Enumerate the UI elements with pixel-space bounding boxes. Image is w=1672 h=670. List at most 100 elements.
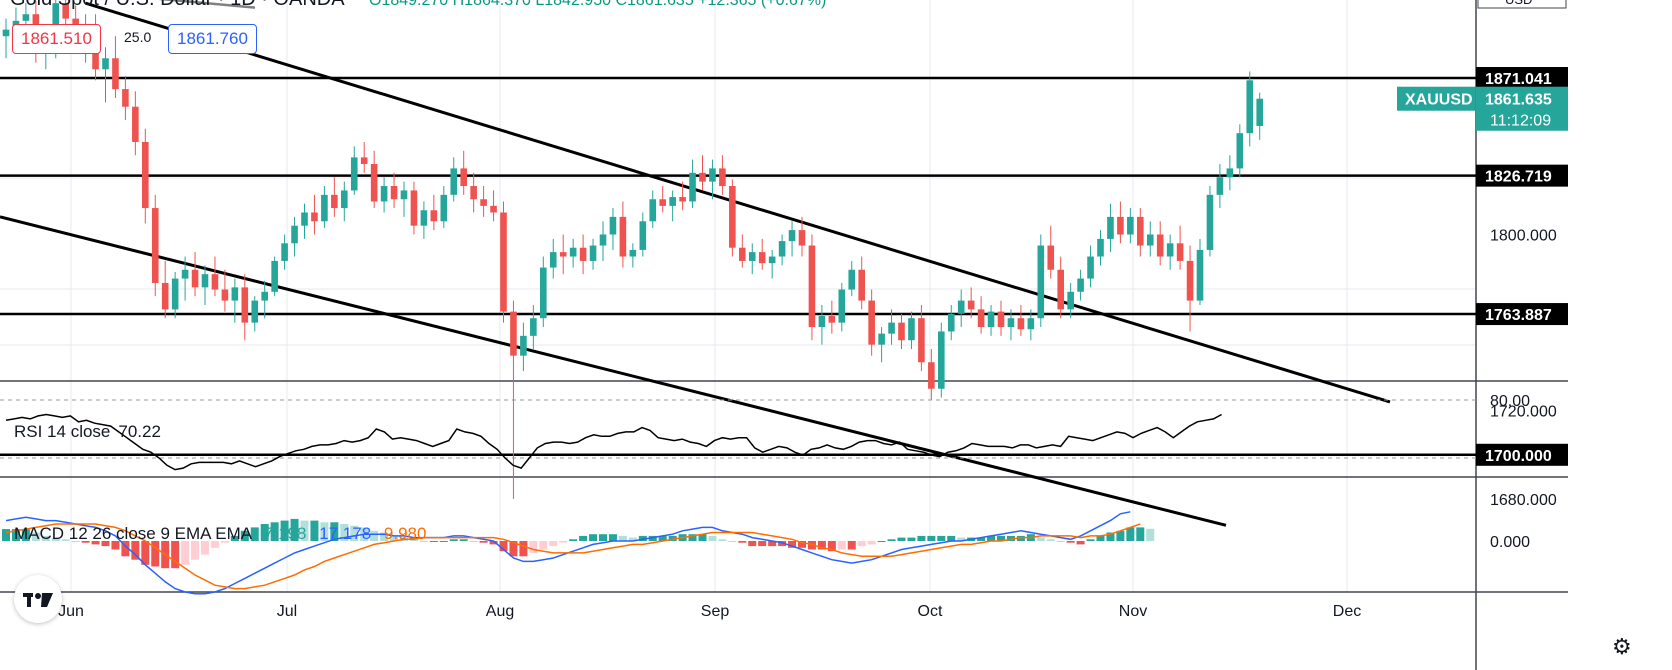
candle-body[interactable] [629,249,637,257]
candle-body[interactable] [271,260,278,292]
candle-body[interactable] [579,247,587,261]
candle-body[interactable] [1186,260,1194,301]
rsi-legend[interactable]: RSI 14 close 70.22 [14,422,161,442]
candle-body[interactable] [480,199,487,206]
candle-body[interactable] [390,186,398,200]
candle-body[interactable] [510,311,517,356]
candle-body[interactable] [490,205,497,213]
candle-body[interactable] [171,278,179,310]
candle-body[interactable] [1127,216,1134,235]
candle-body[interactable] [520,335,527,356]
symbol-title[interactable]: Gold Spot / U.S. Dollar · 1D · OANDA [10,0,343,10]
candle-body[interactable] [938,331,945,389]
candle-body[interactable] [1077,278,1084,292]
candle-body[interactable] [151,208,159,283]
candle-body[interactable] [450,168,458,195]
candle-body[interactable] [878,333,885,345]
candle-body[interactable] [331,194,338,209]
candle-body[interactable] [619,216,627,257]
sell-price-button[interactable]: 1861.510 [12,24,101,54]
candle-body[interactable] [470,186,477,200]
candle-body[interactable] [1107,216,1114,239]
candle-body[interactable] [1037,245,1045,319]
candle-body[interactable] [868,300,875,345]
candle-body[interactable] [221,289,229,301]
candle-body[interactable] [1007,318,1015,328]
candle-body[interactable] [311,212,318,222]
symbol-tag-bg[interactable] [1397,86,1475,111]
candle-body[interactable] [360,157,368,165]
macd-legend[interactable]: MACD 12 26 close 9 EMA EMA 7.198 17.178 … [14,524,426,544]
trendline-lower-channel[interactable] [0,215,1227,527]
candle-body[interactable] [1117,216,1124,235]
candle-body[interactable] [768,256,776,264]
candle-body[interactable] [1067,291,1074,310]
candle-body[interactable] [2,29,10,37]
candle-body[interactable] [440,194,448,222]
candle-body[interactable] [1196,249,1204,301]
candle-body[interactable] [370,164,378,202]
candle-body[interactable] [460,168,467,187]
rsi-line[interactable] [5,413,1222,471]
candle-body[interactable] [699,172,706,182]
trendline-upper-channel[interactable] [85,1,1391,404]
candle-body[interactable] [928,362,935,389]
candle-body[interactable] [569,247,577,257]
candle-body[interactable] [778,241,786,257]
candle-body[interactable] [1256,98,1263,126]
candle-body[interactable] [211,274,219,290]
candle-body[interactable] [52,3,60,37]
candle-body[interactable] [1027,318,1035,330]
candle-body[interactable] [957,300,965,314]
candle-body[interactable] [62,3,69,19]
candle-body[interactable] [261,291,268,301]
candle-body[interactable] [1156,234,1164,257]
candle-body[interactable] [1057,269,1064,310]
candle-body[interactable] [848,269,856,290]
candle-body[interactable] [201,274,209,288]
candle-body[interactable] [808,245,816,328]
candle-body[interactable] [410,190,418,226]
candle-body[interactable] [1216,177,1224,195]
candle-body[interactable] [1206,194,1214,250]
candle-body[interactable] [758,252,766,264]
candle-body[interactable] [639,221,647,250]
candle-body[interactable] [838,289,846,323]
candle-body[interactable] [281,243,288,261]
candle-body[interactable] [1047,245,1055,270]
candle-body[interactable] [748,252,756,261]
candle-body[interactable] [609,216,617,235]
candle-body[interactable] [828,316,836,323]
candle-body[interactable] [132,106,139,142]
candle-body[interactable] [530,318,537,336]
candle-body[interactable] [918,318,925,363]
candle-body[interactable] [102,58,109,70]
candle-body[interactable] [858,269,865,301]
candle-body[interactable] [181,269,189,279]
candle-body[interactable] [649,199,657,222]
trendline-grey-segment[interactable] [86,0,256,9]
candle-body[interactable] [500,212,507,312]
candle-body[interactable] [947,313,955,332]
candle-body[interactable] [191,269,199,288]
candle-body[interactable] [689,172,696,202]
candle-body[interactable] [142,141,149,209]
settings-gear-icon[interactable]: ⚙ [1612,634,1632,659]
macd-signal-line[interactable] [5,523,1141,590]
candle-body[interactable] [1017,318,1025,330]
candle-body[interactable] [549,252,557,268]
candle-body[interactable] [669,197,676,206]
candle-body[interactable] [997,311,1005,328]
candle-body[interactable] [1236,133,1244,169]
candle-body[interactable] [291,225,298,244]
candle-body[interactable] [798,230,806,246]
candle-body[interactable] [967,300,975,310]
candle-body[interactable] [908,318,915,341]
candle-body[interactable] [341,190,348,209]
candle-body[interactable] [599,234,607,246]
candle-body[interactable] [301,212,308,226]
candle-body[interactable] [729,186,736,248]
candle-body[interactable] [818,316,826,328]
candle-body[interactable] [122,89,129,107]
